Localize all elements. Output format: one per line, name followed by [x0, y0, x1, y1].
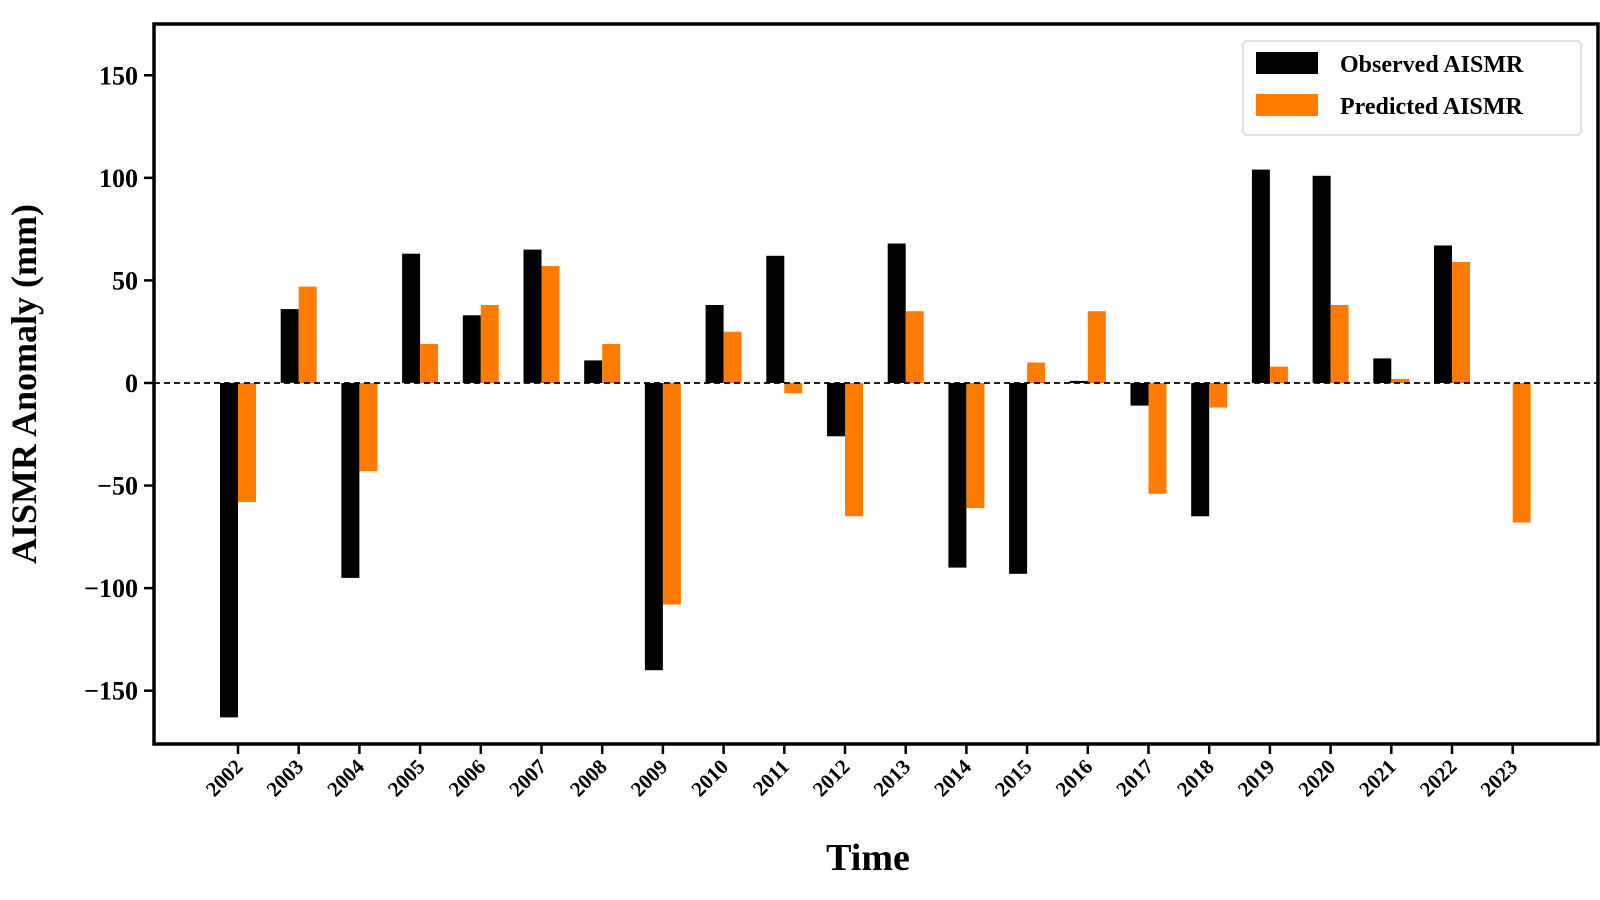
- x-tick-label: 2013: [869, 755, 916, 802]
- bar-predicted-2013: [905, 311, 924, 383]
- bar-predicted-2023: [1512, 383, 1531, 523]
- bar-predicted-2008: [602, 344, 621, 383]
- x-tick-label: 2020: [1293, 755, 1340, 802]
- x-tick-label: 2022: [1415, 755, 1462, 802]
- x-tick-label: 2019: [1233, 755, 1280, 802]
- bar-observed-2009: [644, 383, 663, 671]
- x-tick-label: 2010: [686, 755, 733, 802]
- y-tick-label: −150: [84, 677, 138, 706]
- bar-predicted-2022: [1452, 261, 1470, 383]
- y-tick-label: 50: [112, 266, 138, 295]
- bar-observed-2013: [887, 243, 906, 383]
- legend-label-observed: Observed AISMR: [1340, 52, 1524, 78]
- y-axis: 150 100 50 0 −50 −100 −150: [84, 61, 154, 706]
- x-axis: 2002 2003 2004 2005 2006 2007 2008 2009 2010 2011…: [201, 744, 1522, 801]
- bar-predicted-2009: [662, 383, 681, 605]
- bar-observed-2021: [1373, 358, 1392, 383]
- bar-predicted-2005: [420, 344, 439, 383]
- x-tick-label: 2005: [383, 755, 430, 802]
- bar-observed-2010: [705, 305, 724, 383]
- x-axis-label: Time: [826, 837, 910, 879]
- bar-observed-2007: [523, 249, 542, 383]
- bar-predicted-2014: [966, 383, 985, 509]
- bar-predicted-2002: [238, 383, 256, 502]
- bar-predicted-2020: [1330, 305, 1349, 383]
- bar-observed-2020: [1312, 175, 1331, 383]
- legend-swatch-predicted: [1256, 94, 1318, 116]
- bar-predicted-2021: [1391, 378, 1410, 383]
- bar-observed-2016: [1069, 380, 1088, 383]
- bar-predicted-2007: [541, 266, 560, 383]
- bar-predicted-2011: [784, 383, 803, 394]
- x-tick-label: 2016: [1051, 755, 1098, 802]
- bar-predicted-2016: [1087, 311, 1106, 383]
- y-tick-label: 100: [99, 164, 138, 193]
- bar-predicted-2019: [1269, 366, 1288, 383]
- legend-box: [1242, 40, 1582, 136]
- x-tick-label: 2017: [1111, 755, 1158, 802]
- x-tick-label: 2008: [565, 755, 612, 802]
- bar-predicted-2004: [359, 383, 378, 472]
- x-tick-label: 2011: [748, 755, 794, 801]
- bar-observed-2011: [766, 255, 785, 383]
- bar-predicted-2017: [1148, 383, 1167, 494]
- x-tick-label: 2009: [626, 755, 673, 802]
- bar-observed-2015: [1009, 383, 1028, 574]
- y-tick-label: 0: [125, 369, 138, 398]
- y-axis-label: AISMR Anomaly (mm): [4, 204, 44, 564]
- y-tick-label: −100: [84, 574, 138, 603]
- bar-observed-2004: [341, 383, 360, 578]
- x-tick-label: 2021: [1354, 755, 1401, 802]
- x-tick-label: 2006: [444, 755, 491, 802]
- bar-predicted-2018: [1209, 383, 1228, 408]
- x-tick-label: 2003: [262, 755, 309, 802]
- bar-predicted-2006: [480, 305, 499, 383]
- legend: Observed AISMR Predicted AISMR: [1242, 40, 1582, 136]
- x-tick-label: 2014: [929, 754, 976, 801]
- x-tick-label: 2004: [322, 754, 369, 801]
- x-tick-label: 2018: [1172, 755, 1219, 802]
- x-tick-label: 2023: [1476, 755, 1523, 802]
- bar-observed-2006: [462, 315, 481, 383]
- bars-group: [220, 169, 1531, 718]
- x-tick-label: 2002: [201, 755, 248, 802]
- bar-observed-2018: [1191, 383, 1210, 517]
- y-tick-label: −50: [97, 472, 138, 501]
- bar-observed-2002: [220, 383, 238, 718]
- legend-label-predicted: Predicted AISMR: [1340, 94, 1524, 120]
- x-tick-label: 2015: [990, 755, 1037, 802]
- bar-predicted-2003: [298, 286, 317, 383]
- bar-observed-2005: [402, 253, 421, 383]
- bar-observed-2014: [948, 383, 967, 568]
- bar-observed-2019: [1251, 169, 1270, 383]
- legend-swatch-observed: [1256, 52, 1318, 74]
- y-tick-label: 150: [99, 61, 138, 90]
- bar-observed-2012: [827, 383, 845, 437]
- bar-predicted-2012: [845, 383, 863, 517]
- bar-predicted-2015: [1027, 362, 1046, 383]
- bar-observed-2022: [1434, 245, 1452, 383]
- bar-predicted-2010: [723, 331, 742, 383]
- x-tick-label: 2012: [808, 755, 855, 802]
- x-tick-label: 2007: [504, 755, 551, 802]
- bar-observed-2008: [584, 360, 603, 383]
- bar-observed-2017: [1130, 383, 1149, 406]
- bar-observed-2003: [280, 309, 299, 383]
